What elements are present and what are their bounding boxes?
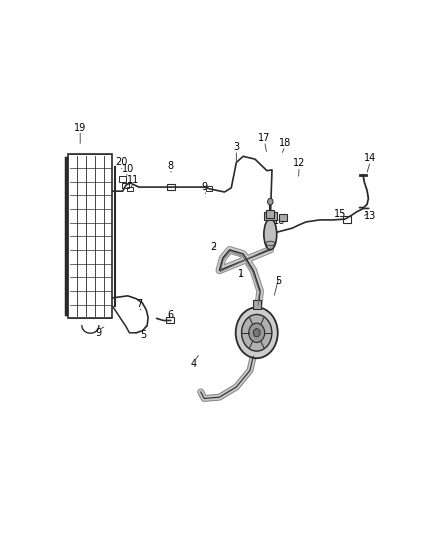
Text: 16: 16 bbox=[273, 216, 285, 226]
Text: 6: 6 bbox=[167, 310, 173, 320]
Text: 10: 10 bbox=[122, 164, 134, 174]
Text: 12: 12 bbox=[293, 158, 305, 168]
Text: 19: 19 bbox=[74, 123, 86, 133]
Bar bbox=[119, 176, 126, 182]
Text: 5: 5 bbox=[140, 330, 146, 340]
Text: 2: 2 bbox=[211, 241, 217, 252]
Text: 17: 17 bbox=[258, 133, 271, 143]
Bar bbox=[253, 301, 261, 309]
Ellipse shape bbox=[264, 219, 277, 249]
Text: 11: 11 bbox=[127, 175, 140, 185]
Text: 13: 13 bbox=[364, 211, 377, 221]
Text: 18: 18 bbox=[279, 138, 291, 148]
Circle shape bbox=[249, 323, 265, 342]
Text: 9: 9 bbox=[95, 328, 101, 338]
Text: 1: 1 bbox=[238, 269, 244, 279]
Text: 9: 9 bbox=[201, 182, 207, 192]
Bar bbox=[206, 186, 212, 191]
Bar bbox=[279, 214, 287, 221]
Text: 7: 7 bbox=[136, 299, 142, 309]
Text: 14: 14 bbox=[364, 152, 377, 163]
Circle shape bbox=[268, 198, 273, 205]
Bar bbox=[127, 187, 133, 191]
Bar bbox=[266, 210, 274, 218]
Circle shape bbox=[236, 308, 278, 358]
Text: 8: 8 bbox=[167, 161, 173, 171]
Text: 15: 15 bbox=[334, 209, 346, 219]
Bar bbox=[167, 184, 175, 190]
Bar bbox=[264, 212, 277, 220]
Text: 4: 4 bbox=[191, 359, 197, 369]
Bar bbox=[166, 317, 173, 324]
Text: 20: 20 bbox=[115, 157, 127, 167]
Text: 5: 5 bbox=[276, 276, 282, 286]
Text: 3: 3 bbox=[233, 142, 240, 152]
Bar bbox=[122, 183, 129, 188]
Bar bbox=[343, 216, 351, 223]
Bar bbox=[68, 154, 113, 318]
Circle shape bbox=[253, 329, 260, 337]
Ellipse shape bbox=[266, 241, 275, 246]
Circle shape bbox=[242, 314, 272, 351]
